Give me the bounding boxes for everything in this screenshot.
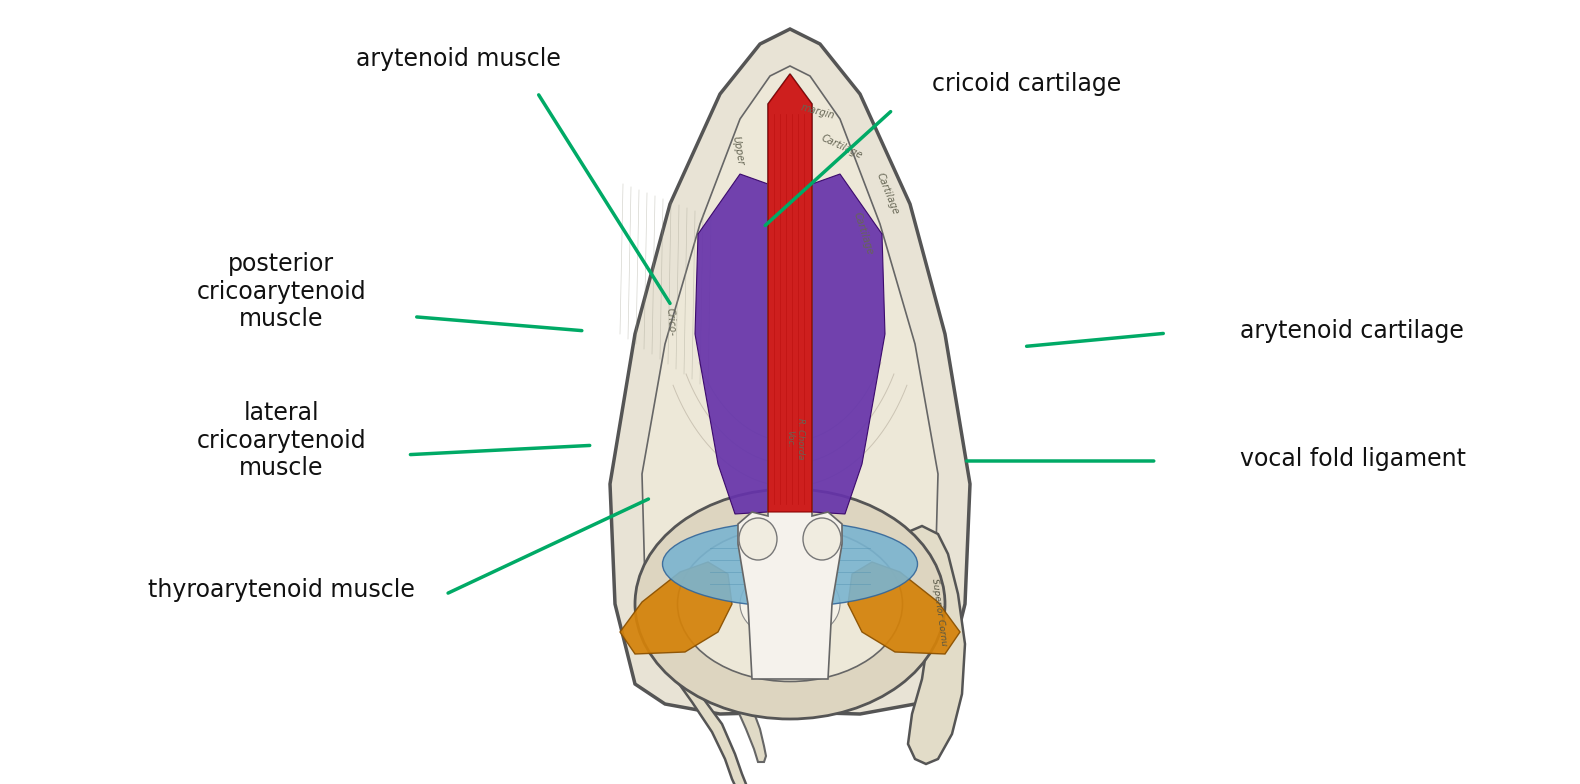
Text: arytenoid cartilage: arytenoid cartilage (1240, 319, 1465, 343)
Text: Cartilage: Cartilage (820, 133, 864, 161)
Text: margin: margin (799, 103, 836, 121)
Polygon shape (768, 74, 812, 512)
Ellipse shape (803, 518, 841, 560)
Text: arytenoid muscle: arytenoid muscle (356, 46, 561, 71)
Polygon shape (672, 664, 746, 784)
Polygon shape (641, 66, 939, 679)
Polygon shape (812, 174, 885, 514)
Text: Cartilage: Cartilage (852, 211, 875, 256)
Ellipse shape (739, 518, 777, 560)
Text: thyroarytenoid muscle: thyroarytenoid muscle (149, 578, 414, 601)
Text: Crico-: Crico- (665, 307, 678, 336)
Text: R. Chorda
Voc.: R. Chorda Voc. (785, 419, 804, 459)
Ellipse shape (678, 527, 902, 681)
Ellipse shape (635, 489, 945, 719)
Polygon shape (610, 29, 970, 714)
Text: posterior
cricoarytenoid
muscle: posterior cricoarytenoid muscle (196, 252, 367, 332)
Text: Superior Cornu: Superior Cornu (931, 577, 948, 646)
Polygon shape (848, 562, 961, 654)
Polygon shape (738, 74, 842, 679)
Text: cricoid cartilage: cricoid cartilage (932, 71, 1122, 96)
Polygon shape (908, 526, 965, 764)
Polygon shape (619, 562, 732, 654)
Polygon shape (695, 174, 768, 514)
Text: Cartilage: Cartilage (875, 171, 901, 216)
Ellipse shape (662, 521, 918, 607)
Text: vocal fold ligament: vocal fold ligament (1240, 447, 1466, 470)
Text: lateral
cricoarytenoid
muscle: lateral cricoarytenoid muscle (196, 401, 367, 481)
Text: Upper: Upper (730, 135, 746, 166)
Ellipse shape (739, 568, 841, 640)
Polygon shape (702, 659, 766, 762)
